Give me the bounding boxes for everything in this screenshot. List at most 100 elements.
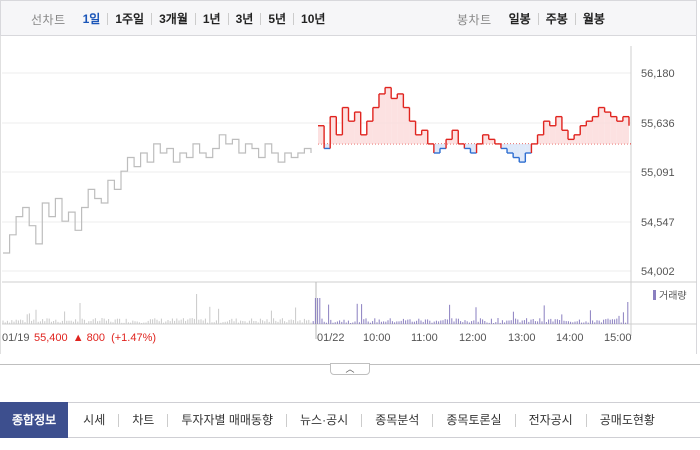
- prev-day-change: 800: [87, 332, 105, 344]
- prev-price-path: [3, 134, 312, 254]
- weekly-candle-button[interactable]: 주봉: [537, 13, 575, 25]
- tab-investor-trading[interactable]: 투자자별 매매동향: [167, 413, 286, 427]
- price-area-up: [482, 134, 489, 144]
- period-3year-button[interactable]: 3년: [227, 13, 261, 25]
- period-3month-button[interactable]: 3개월: [151, 13, 195, 25]
- price-area-up: [421, 130, 428, 144]
- tab-news-disclosure[interactable]: 뉴스·공시: [286, 413, 361, 427]
- price-area-up: [318, 125, 325, 144]
- price-area-down: [324, 143, 331, 149]
- price-area-up: [561, 130, 569, 144]
- price-area-up: [580, 125, 587, 144]
- price-area-up: [568, 139, 575, 144]
- price-area-down: [525, 143, 532, 153]
- price-tick-label: 55,636: [641, 118, 675, 130]
- line-chart-label: 선차트: [31, 12, 66, 27]
- stock-info-tabs: 종합정보 시세 차트 투자자별 매매동향 뉴스·공시 종목분석 종목토론실 전자…: [0, 402, 700, 438]
- candle-chart-group: 봉차트 일봉 주봉 월봉: [457, 1, 612, 37]
- price-area-up: [543, 121, 550, 144]
- prev-day-summary: 55,400 ▲ 800 (+1.47%): [34, 332, 156, 344]
- price-area-up: [366, 121, 373, 144]
- price-area-down: [500, 143, 508, 149]
- price-area-down: [507, 143, 514, 153]
- price-area-down: [433, 143, 440, 153]
- time-tick-label: 15:00: [604, 332, 632, 344]
- price-area-up: [342, 107, 349, 144]
- tab-short-selling[interactable]: 공매도현황: [585, 413, 668, 427]
- time-tick-label: 14:00: [556, 332, 584, 344]
- price-area-up: [385, 87, 392, 144]
- period-1week-button[interactable]: 1주일: [107, 13, 151, 25]
- price-area-up: [409, 121, 416, 144]
- volume-legend-label: 거래량: [659, 290, 687, 302]
- time-axis-labels: 01/19 01/22 10:00 11:00 12:00 13:00 14:0…: [2, 332, 632, 344]
- price-area-up: [391, 98, 398, 144]
- period-1day-button[interactable]: 1일: [82, 12, 101, 26]
- price-area-up: [537, 134, 544, 144]
- candle-chart-label: 봉차트: [457, 12, 492, 27]
- price-tick-label: 54,547: [641, 217, 675, 229]
- tab-quotes[interactable]: 시세: [83, 412, 106, 427]
- price-area-up: [336, 134, 343, 144]
- price-area-up: [378, 93, 386, 144]
- price-area-up: [446, 139, 453, 144]
- price-area-up: [622, 116, 629, 144]
- previous-day-price-line: [3, 134, 312, 254]
- period-10year-button[interactable]: 10년: [293, 13, 332, 25]
- price-area-down: [464, 143, 471, 149]
- time-tick-label: 01/19: [2, 332, 30, 344]
- price-area-up: [592, 116, 599, 144]
- price-area-up: [354, 112, 361, 144]
- stock-chart[interactable]: 56,180 55,636 55,091 54,547 54,002 거래량 0…: [0, 36, 697, 354]
- today-price-line: [318, 86, 631, 163]
- prev-day-price: 55,400: [34, 332, 68, 344]
- price-area-up: [488, 139, 495, 144]
- tab-electronic-disclosure[interactable]: 전자공시: [514, 413, 586, 427]
- price-area-up: [415, 134, 422, 144]
- chevron-up-icon: ︿: [345, 364, 355, 374]
- tab-discussion[interactable]: 종목토론실: [432, 413, 514, 427]
- tab-chart[interactable]: 차트: [118, 413, 167, 427]
- price-tick-label: 55,091: [641, 167, 675, 179]
- price-area-up: [598, 107, 605, 144]
- volume-bars: [2, 294, 629, 324]
- price-area-up: [604, 112, 611, 144]
- chart-collapse-button[interactable]: ︿: [330, 363, 370, 375]
- price-area-up: [372, 107, 379, 144]
- price-axis-labels: 56,180 55,636 55,091 54,547 54,002: [641, 68, 675, 278]
- price-area-up: [360, 134, 367, 144]
- line-chart-period-group: 선차트 1일 1주일 3개월 1년 3년 5년 10년: [31, 1, 332, 37]
- price-area-up: [574, 134, 581, 144]
- up-arrow-icon: ▲: [73, 332, 84, 344]
- price-tick-label: 56,180: [641, 68, 675, 80]
- price-area-down: [439, 143, 447, 149]
- time-tick-label: 12:00: [459, 332, 487, 344]
- period-1year-button[interactable]: 1년: [194, 13, 228, 25]
- price-area-up: [330, 116, 337, 144]
- volume-legend-swatch: [653, 290, 656, 300]
- price-area-down: [513, 143, 520, 158]
- time-tick-label: 13:00: [508, 332, 536, 344]
- price-area-up: [586, 121, 593, 144]
- price-area-up: [452, 130, 459, 144]
- price-area-up: [610, 116, 617, 144]
- monthly-candle-button[interactable]: 월봉: [574, 13, 612, 25]
- price-area-up: [348, 121, 355, 144]
- price-tick-label: 54,002: [641, 266, 675, 278]
- period-5year-button[interactable]: 5년: [260, 13, 293, 25]
- tab-overview[interactable]: 종합정보: [0, 402, 69, 438]
- tab-analysis[interactable]: 종목분석: [361, 413, 432, 427]
- time-tick-label: 01/22: [317, 332, 345, 344]
- daily-candle-button[interactable]: 일봉: [508, 12, 531, 26]
- price-volume-chart: 56,180 55,636 55,091 54,547 54,002 거래량 0…: [2, 46, 697, 344]
- price-area-up: [555, 116, 562, 144]
- chart-period-toolbar: 선차트 1일 1주일 3개월 1년 3년 5년 10년 봉차트 일봉 주봉 월봉: [0, 0, 697, 36]
- price-area-up: [549, 125, 556, 144]
- time-tick-label: 10:00: [363, 332, 391, 344]
- prev-day-change-pct: (+1.47%): [111, 332, 156, 344]
- price-area-down: [470, 143, 477, 153]
- time-tick-label: 11:00: [411, 332, 438, 344]
- price-area-up: [616, 121, 623, 144]
- price-area-down: [519, 143, 526, 163]
- price-area-up: [397, 93, 404, 144]
